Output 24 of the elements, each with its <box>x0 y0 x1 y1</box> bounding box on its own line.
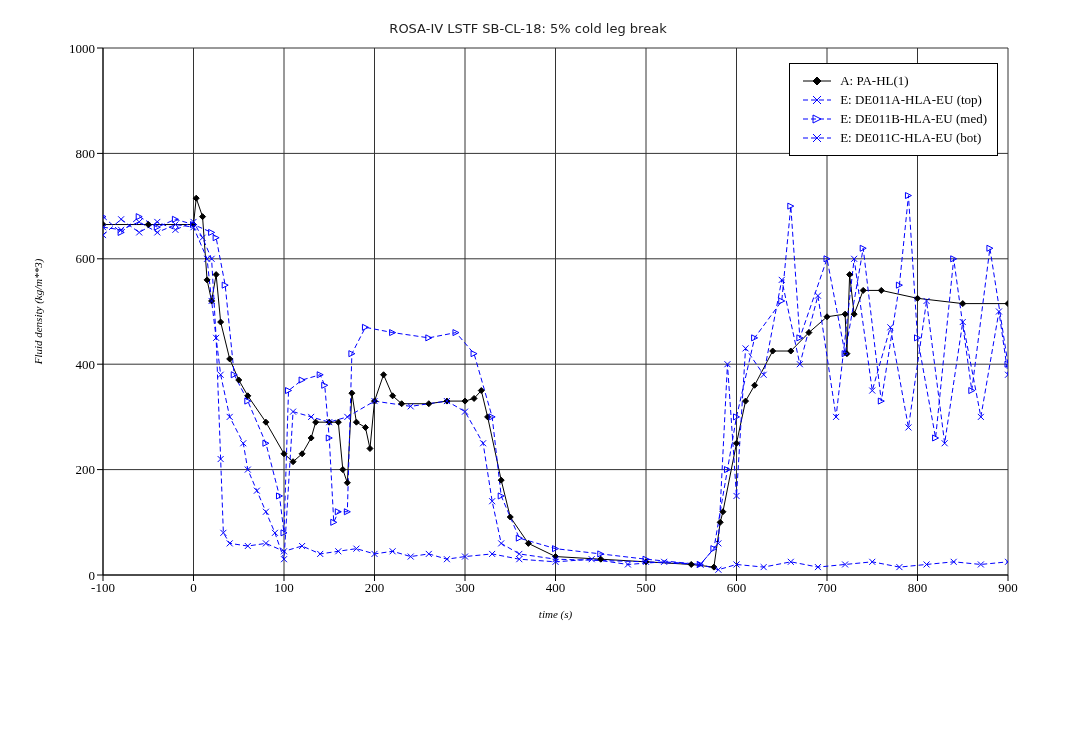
y-tick-label: 800 <box>75 146 95 162</box>
x-tick-label: 400 <box>545 580 566 596</box>
x-tick-label: 100 <box>274 580 294 596</box>
legend-label: E: DE011A-HLA-EU (top) <box>840 92 982 108</box>
y-tick-label: 0 <box>88 567 95 583</box>
y-tick-label: 1000 <box>69 40 95 56</box>
y-tick-label: 200 <box>75 462 95 478</box>
x-tick-label: -100 <box>91 580 115 596</box>
x-tick-label: 300 <box>455 580 475 596</box>
x-tick-label: 500 <box>636 580 656 596</box>
x-axis-title: time (s) <box>538 608 573 621</box>
x-tick-label: 800 <box>907 580 928 596</box>
y-axis-title: Fluid density (kg/m**3) <box>31 258 45 366</box>
x-tick-label: 200 <box>364 580 385 596</box>
chart-title: ROSA-IV LSTF SB-CL-18: 5% cold leg break <box>389 21 668 36</box>
y-tick-label: 400 <box>75 356 95 372</box>
y-tick-label: 600 <box>75 251 95 267</box>
x-tick-label: 900 <box>998 580 1018 596</box>
legend-label: E: DE011C-HLA-EU (bot) <box>840 130 982 146</box>
x-tick-label: 600 <box>726 580 747 596</box>
legend-label: A: PA-HL(1) <box>840 73 909 89</box>
x-tick-label: 0 <box>190 580 197 596</box>
legend-label: E: DE011B-HLA-EU (med) <box>840 111 987 127</box>
x-tick-label: 700 <box>817 580 837 596</box>
